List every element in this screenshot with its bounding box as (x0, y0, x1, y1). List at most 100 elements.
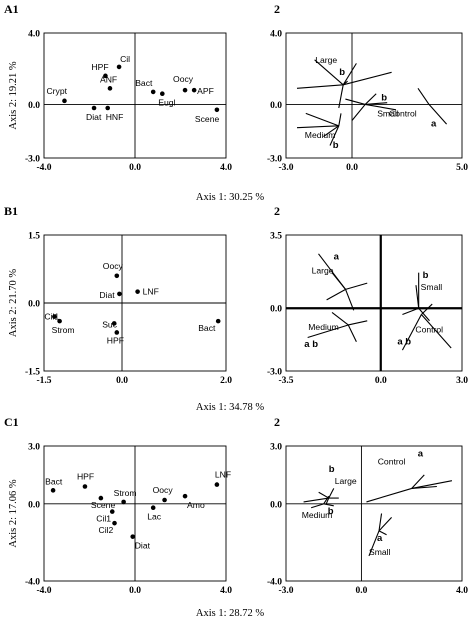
data-point-cil1 (109, 509, 115, 514)
x-tick-label: -3.5 (278, 376, 293, 386)
y-tick-label: -3.0 (25, 155, 40, 165)
y-tick-label: 0.0 (270, 101, 282, 111)
point-label-hpf: HPF (107, 335, 124, 345)
spider-arm-small (365, 103, 397, 111)
data-point-cil2 (112, 520, 117, 526)
group-label-medium: Medium (305, 130, 336, 140)
group-letter-control: a b (397, 337, 411, 348)
point-label-diat: Diat (86, 112, 102, 122)
spider-arm-large (303, 497, 329, 503)
spider-arm-medium (307, 324, 349, 339)
point-label-eugl: Eugl (158, 98, 175, 108)
x-tick-label: 5.0 (456, 163, 468, 173)
spider-arm-medium (348, 320, 368, 326)
data-point-cil1 (52, 314, 57, 319)
data-point-lac (150, 505, 156, 511)
spider-arm-control (411, 474, 425, 489)
point-label-hpf: HPF (77, 472, 94, 482)
spider-arm-control (421, 303, 433, 315)
spider-arm-small (351, 104, 366, 121)
spider-arm-control (401, 314, 422, 351)
x-tick-label: 4.0 (220, 163, 232, 173)
spider-arm-medium (323, 503, 334, 507)
point-label-scene: Scene (195, 114, 220, 124)
group-label-control: Control (389, 108, 417, 118)
data-point-oocy (114, 273, 120, 279)
point-label-apf: APF (197, 86, 214, 96)
group-label-medium: Medium (302, 510, 333, 520)
x-tick-label: -3.0 (278, 163, 293, 173)
point-label-bact: Bact (198, 323, 216, 333)
panel-title: A1 (4, 2, 19, 16)
data-point-bact (215, 318, 221, 324)
data-point-diat (130, 534, 136, 539)
panel-title: 2 (274, 2, 280, 16)
spider-arm-medium (323, 125, 340, 138)
point-label-diat: Diat (135, 541, 151, 551)
group-letter-medium: a b (304, 339, 318, 350)
spider-arm-large (342, 63, 357, 86)
y-tick-label: 0.0 (28, 101, 40, 111)
panel-title: B1 (4, 204, 18, 218)
point-label-crypt: Crypt (46, 86, 67, 96)
spider-arm-large (296, 84, 344, 89)
spider-arm-large (325, 497, 330, 505)
x-tick-label: 0.0 (129, 163, 141, 173)
group-label-large: Large (315, 55, 337, 65)
point-label-bact: Bact (45, 476, 63, 486)
group-label-control: Control (415, 325, 443, 335)
spider-arm-medium (331, 311, 349, 326)
data-point-hpf (82, 484, 88, 489)
group-letter-small: b (381, 92, 387, 103)
x-tick-label: 0.0 (375, 376, 387, 386)
data-point-oocy (162, 497, 167, 503)
x-tick-label: -4.0 (36, 586, 51, 596)
data-point-scene (98, 495, 104, 501)
x-tick-label: 4.0 (220, 586, 232, 596)
group-label-medium: Medium (308, 322, 339, 332)
data-point-hpf (114, 330, 120, 335)
data-point-lnf (135, 289, 140, 294)
spider-arm-small (368, 530, 380, 557)
point-label-hpf: HPF (91, 62, 108, 72)
point-label-cil: Cil (120, 54, 130, 64)
data-point-diat (117, 291, 122, 297)
data-point-amo (182, 493, 188, 499)
data-point-bact (150, 89, 156, 95)
spider-arm-large (345, 289, 355, 311)
y-tick-label: -4.0 (267, 578, 282, 588)
x-tick-label: 0.0 (346, 163, 358, 173)
spider-arm-small (365, 102, 388, 105)
spider-arm-control (417, 88, 430, 105)
spider-arm-large (338, 84, 344, 109)
group-letter-medium: b (333, 140, 339, 151)
point-label-strom: Strom (52, 325, 75, 335)
data-point-crypt (62, 98, 67, 104)
group-label-small: Small (369, 547, 391, 557)
spider-arm-small (378, 513, 383, 531)
x-tick-label: -3.0 (278, 586, 293, 596)
y-tick-label: -4.0 (25, 578, 40, 588)
point-label-lnf: LNF (215, 470, 231, 480)
point-label-lnf: LNF (143, 287, 159, 297)
point-label-diat: Diat (99, 290, 115, 300)
y-tick-label: 0.0 (270, 500, 282, 510)
point-label-anf: ANF (100, 74, 117, 84)
data-point-eugl (160, 91, 165, 97)
y-tick-label: 1.5 (28, 232, 40, 242)
spider-arm-medium (338, 113, 342, 126)
group-letter-large: b (339, 67, 345, 78)
point-label-strom: Strom (114, 488, 137, 498)
plot-frame (285, 445, 463, 582)
y-tick-label: 3.5 (270, 232, 282, 242)
group-letter-control: a (431, 118, 437, 129)
group-letter-small: b (423, 270, 429, 281)
data-point-diat (91, 105, 97, 111)
spider-arm-small (378, 516, 393, 532)
group-letter-large: b (329, 464, 335, 475)
spider-arm-large (326, 288, 346, 301)
x-axis-title: Axis 1: 30.25 % (196, 192, 265, 203)
x-axis-title: Axis 1: 34.78 % (196, 402, 265, 413)
spider-arm-small (418, 307, 430, 322)
